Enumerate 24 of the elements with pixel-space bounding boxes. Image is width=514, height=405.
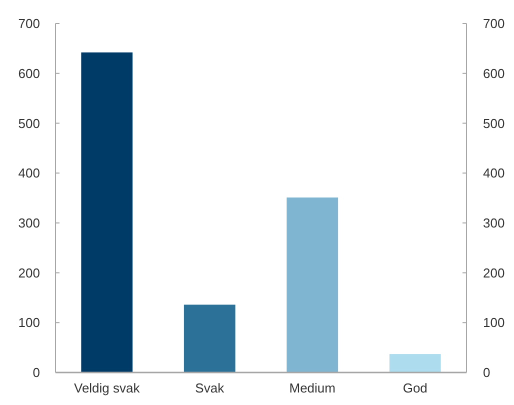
y-tick-label: 700 bbox=[18, 16, 40, 32]
bar bbox=[286, 198, 338, 372]
bar bbox=[184, 304, 236, 372]
y2-tick-label: 700 bbox=[483, 16, 505, 32]
y-tick-label: 300 bbox=[18, 215, 40, 230]
y-tick-label: 100 bbox=[18, 315, 40, 330]
x-tick-label: God bbox=[402, 380, 428, 396]
y2-tick-label: 500 bbox=[483, 116, 505, 131]
y-tick-label: 0 bbox=[32, 365, 40, 380]
bar bbox=[81, 52, 133, 372]
y2-tick-label: 400 bbox=[483, 166, 505, 181]
y-tick-label: 400 bbox=[18, 166, 40, 181]
x-tick-label: Svak bbox=[195, 380, 225, 396]
y2-tick-label: 0 bbox=[483, 365, 490, 380]
y2-tick-label: 300 bbox=[483, 215, 505, 230]
y2-tick-label: 200 bbox=[483, 265, 505, 280]
y2-tick-label: 100 bbox=[483, 315, 505, 330]
bar bbox=[389, 354, 441, 372]
y-tick-label: 600 bbox=[18, 66, 40, 81]
x-tick-label: Veldig svak bbox=[74, 380, 140, 396]
y2-tick-label: 600 bbox=[483, 66, 505, 81]
y-tick-label: 500 bbox=[18, 116, 40, 131]
x-tick-label: Medium bbox=[289, 380, 336, 396]
y-tick-label: 200 bbox=[18, 265, 40, 280]
